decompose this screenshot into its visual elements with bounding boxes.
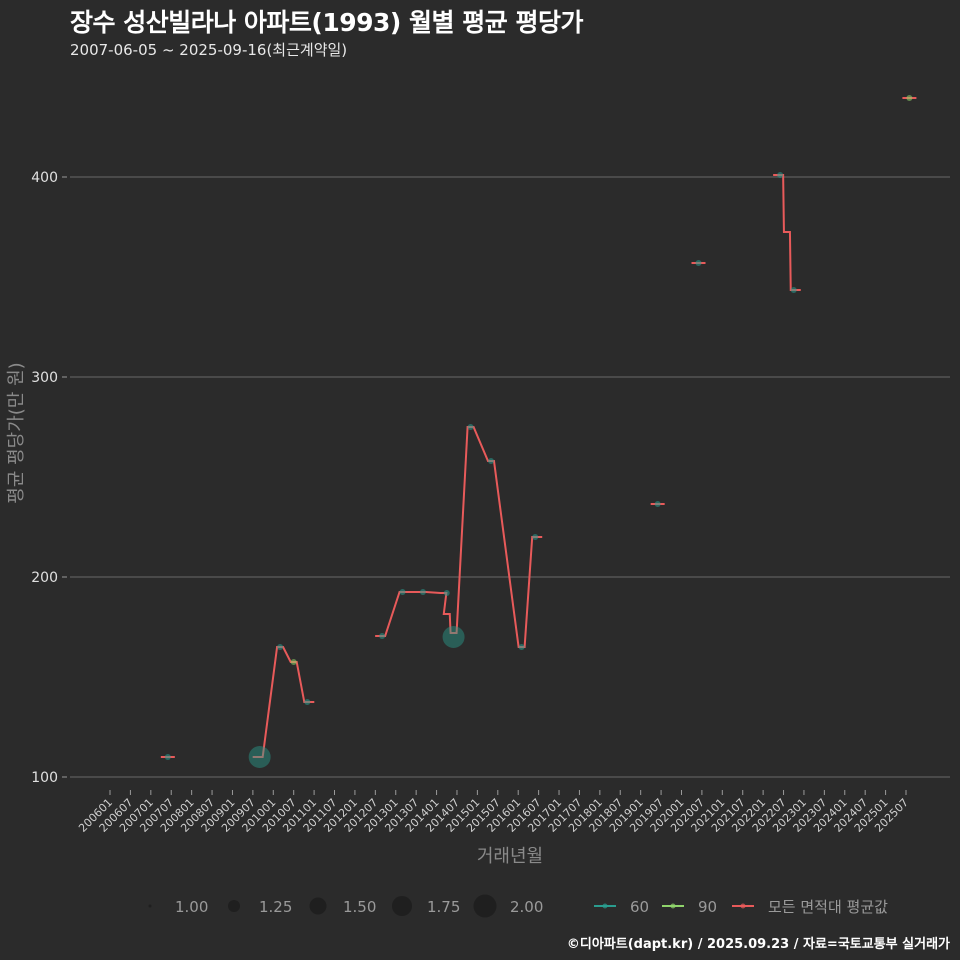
legend-size-label: 1.25	[259, 898, 292, 916]
legend-size-label: 1.75	[427, 898, 460, 916]
avg-line	[773, 174, 801, 291]
data-point	[399, 589, 406, 595]
data-point	[654, 501, 661, 507]
data-point	[695, 260, 702, 266]
data-point	[790, 287, 797, 293]
chart-subtitle: 2007-06-05 ~ 2025-09-16(최근계약일)	[70, 41, 348, 59]
legend-color-label: 모든 면적대 평균값	[768, 898, 888, 916]
data-point	[467, 424, 474, 430]
data-point	[290, 659, 297, 665]
legend-color-label: 90	[698, 898, 717, 916]
data-point	[487, 458, 494, 464]
y-tick-label: 400	[31, 170, 58, 186]
legend-size-swatch	[392, 896, 412, 916]
data-point	[379, 633, 386, 639]
data-point	[248, 746, 271, 768]
data-point	[419, 589, 426, 595]
chart-title: 장수 성산빌라나 아파트(1993) 월별 평균 평당가	[70, 8, 583, 37]
data-point	[777, 172, 784, 178]
y-axis-label: 평균 평당가(만 원)	[6, 362, 27, 504]
legend-size-label: 2.00	[510, 898, 543, 916]
data-point	[532, 534, 539, 540]
legend-size-swatch	[309, 897, 327, 915]
data-point	[304, 699, 311, 705]
data-point	[164, 754, 171, 760]
legend-size-swatch	[228, 900, 240, 912]
data-point	[443, 590, 450, 596]
data-point	[277, 644, 284, 650]
legend-size-swatch	[148, 904, 152, 908]
y-tick-label: 200	[31, 570, 58, 586]
legend-size-label: 1.50	[343, 898, 376, 916]
legend-size-swatch	[473, 894, 497, 918]
x-axis-label: 거래년월	[476, 846, 544, 867]
legend-size-label: 1.00	[175, 898, 208, 916]
y-tick-label: 100	[31, 770, 58, 786]
y-tick-label: 300	[31, 370, 58, 386]
avg-line	[375, 426, 543, 648]
legend-color-label: 60	[630, 898, 649, 916]
data-point	[518, 644, 525, 650]
source-credit: ©디아파트(dapt.kr) / 2025.09.23 / 자료=국토교통부 실…	[566, 937, 950, 952]
data-point	[906, 95, 913, 101]
data-point	[442, 626, 465, 648]
